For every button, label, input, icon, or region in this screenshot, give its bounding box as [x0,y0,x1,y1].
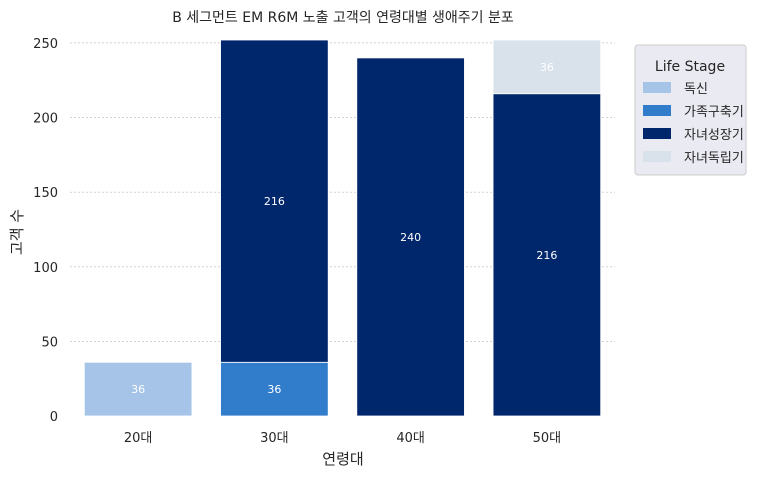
bar-segment [492,39,602,95]
legend-entry: 자녀독립기 [684,151,744,166]
x-tick-label: 30대 [260,431,289,446]
gridlines [70,42,615,342]
y-axis-label: 고객 수 [8,209,26,255]
y-tick-label: 50 [41,335,58,350]
x-tick-label: 50대 [533,431,562,446]
bars [83,39,602,417]
bar-value-label: 36 [540,61,554,74]
bar-segment [356,57,465,417]
bar-value-label: 216 [264,195,285,208]
legend-entry: 자녀성장기 [684,128,744,143]
chart-title: B 세그먼트 EM R6M 노출 고객의 연령대별 생애주기 분포 [172,10,514,26]
bar-value-label: 240 [400,231,421,244]
bar-segment [220,39,329,363]
bar-value-labels: 36 36 216 240 216 36 [131,61,557,396]
legend-swatch [643,151,671,162]
x-tick-label: 40대 [396,431,425,446]
y-tick-label: 0 [50,410,58,425]
legend-title: Life Stage [655,59,725,75]
bar-segment [220,361,329,417]
y-tick-label: 150 [33,186,58,201]
legend-swatch [643,105,671,116]
bar-segment [83,361,193,417]
legend-entry: 독신 [684,82,708,97]
x-axis-label: 연령대 [322,450,363,468]
y-tick-label: 100 [33,261,58,276]
bar-value-label: 36 [131,383,145,396]
bar-value-label: 36 [267,383,281,396]
legend-entry: 가족구축기 [684,105,744,120]
x-axis-ticks: 20대 30대 40대 50대 [124,431,561,446]
legend-swatch [643,82,671,93]
y-tick-label: 200 [33,112,58,127]
legend-frame [634,44,747,176]
legend-swatch [643,128,671,139]
y-tick-label: 250 [33,37,58,52]
bar-value-label: 216 [536,249,557,262]
y-axis-ticks: 0 50 100 150 200 250 [33,37,58,425]
x-tick-label: 20대 [124,431,153,446]
